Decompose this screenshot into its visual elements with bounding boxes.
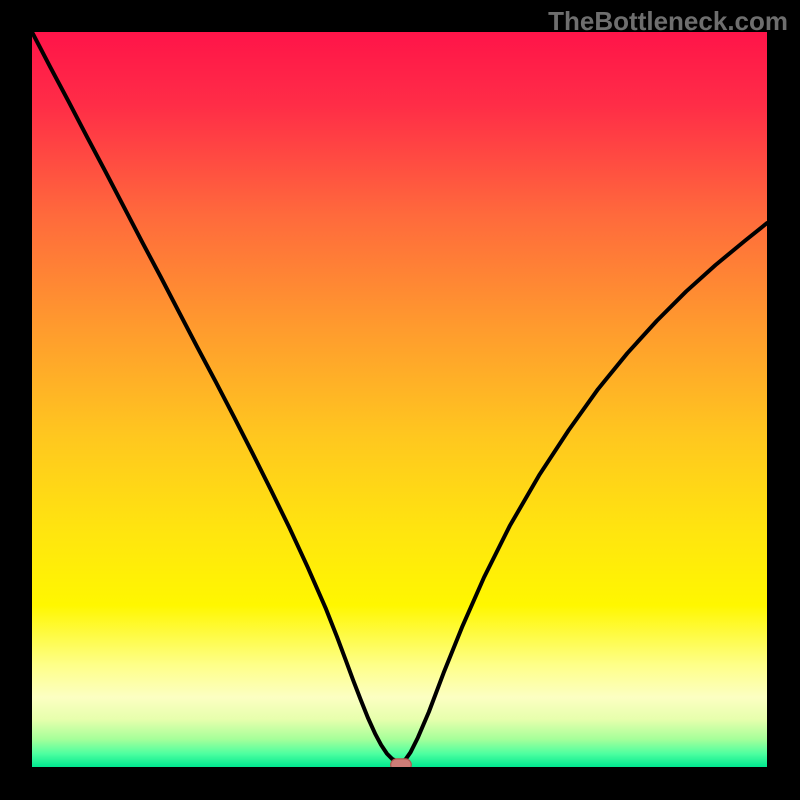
gradient-background xyxy=(32,32,767,767)
bottleneck-chart xyxy=(32,32,767,767)
optimal-point-marker xyxy=(391,759,412,767)
watermark-text: TheBottleneck.com xyxy=(548,6,788,37)
